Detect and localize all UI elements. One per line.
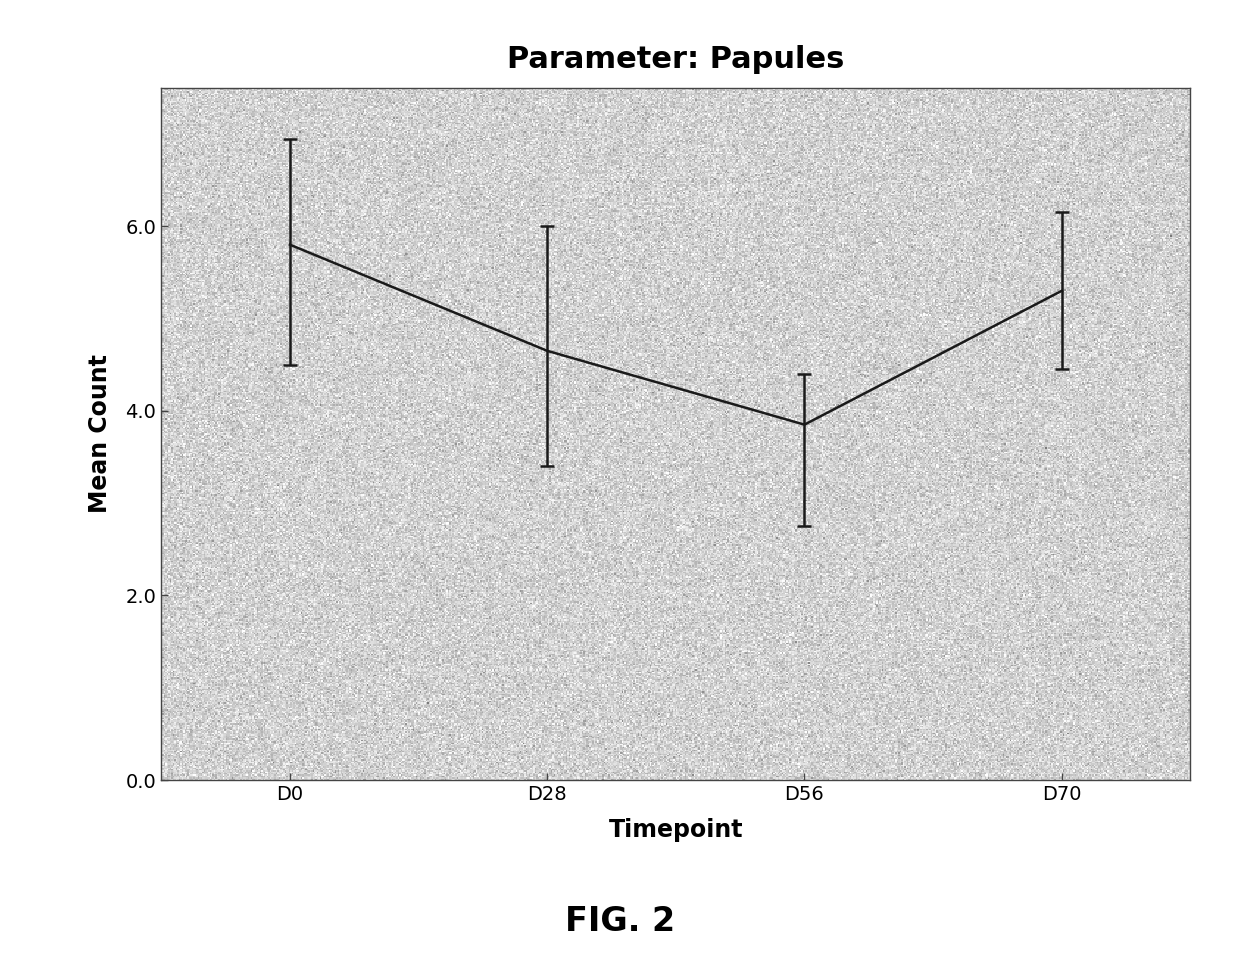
X-axis label: Timepoint: Timepoint (609, 818, 743, 841)
Text: FIG. 2: FIG. 2 (565, 905, 675, 938)
Y-axis label: Mean Count: Mean Count (88, 355, 112, 513)
Title: Parameter: Papules: Parameter: Papules (507, 45, 844, 74)
